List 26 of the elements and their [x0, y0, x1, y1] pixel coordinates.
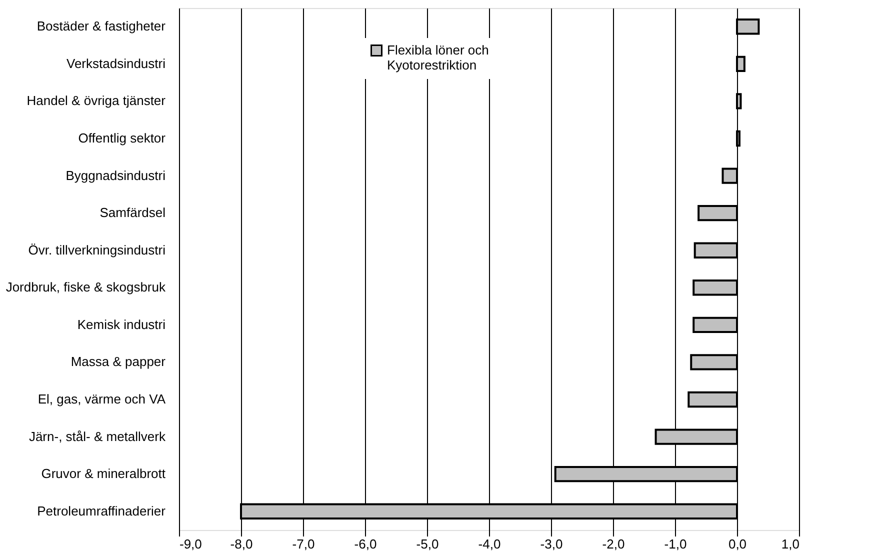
x-tick-label: -9,0 [180, 536, 202, 552]
y-tick-label: Bostäder & fastigheter [36, 18, 166, 34]
y-tick-label: Petroleumraffinaderier [37, 503, 166, 518]
y-tick-label: Järn-, stål- & metallverk [28, 428, 166, 444]
y-tick-label: Övr. tillverkningsindustri [28, 242, 166, 258]
x-tick-label: -7,0 [292, 536, 315, 552]
y-tick-label: Verkstadsindustri [66, 56, 166, 71]
x-tick-label: -5,0 [416, 536, 439, 552]
y-tick-label: Offentlig sektor [78, 130, 166, 146]
y-tick-label: Handel & övriga tjänster [26, 93, 166, 108]
y-tick-label: Gruvor & mineralbrott [41, 466, 166, 482]
x-tick-label: -4,0 [478, 536, 501, 552]
y-tick-label: Jordbruk, fiske & skogsbruk [6, 280, 166, 295]
y-tick-label: Massa & papper [70, 354, 166, 370]
y-tick-label: Samfärdsel [100, 205, 166, 220]
y-tick-label: El, gas, värme och VA [38, 392, 166, 406]
x-tick-label: 1,0 [781, 536, 800, 552]
x-tick-label: -6,0 [354, 536, 377, 552]
x-tick-label: -1,0 [664, 536, 687, 552]
x-tick-label: -3,0 [540, 536, 563, 552]
x-tick-label: -2,0 [602, 536, 625, 552]
legend-label: Flexibla löner och Kyotorestriktion [387, 42, 489, 72]
x-tick-label: 0,0 [728, 536, 747, 552]
x-tick-label: -8,0 [230, 536, 253, 552]
y-tick-label: Kemisk industri [77, 316, 166, 332]
y-tick-label: Byggnadsindustri [66, 168, 166, 183]
